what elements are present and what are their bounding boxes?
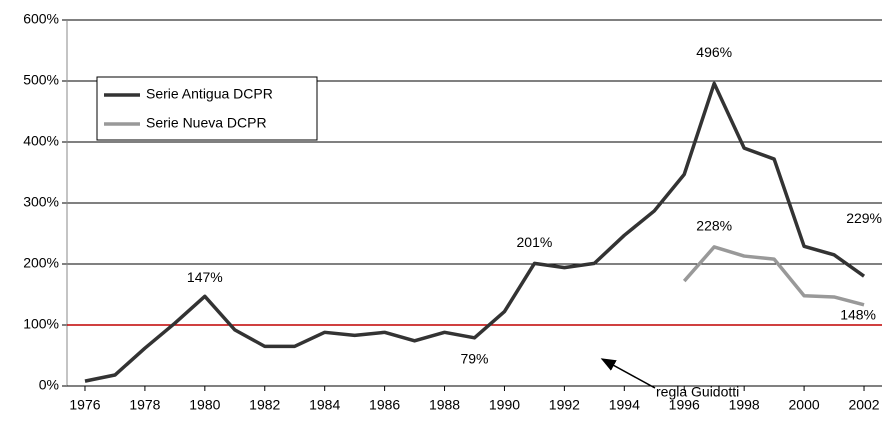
series-line [682,245,865,307]
x-tick-label: 1978 [129,397,160,413]
x-tick-label: 1996 [669,397,700,413]
y-tick-label: 500% [23,72,59,88]
data-label: 496% [696,44,732,60]
x-tick-label: 1988 [429,397,460,413]
x-tick-label: 1992 [549,397,580,413]
x-tick-label: 2000 [789,397,820,413]
annotation-arrow [600,358,656,389]
data-label: 147% [187,269,223,285]
x-tick-label: 1990 [489,397,520,413]
data-label: 79% [460,351,488,367]
x-tick-label: 1976 [69,397,100,413]
legend-label: Serie Nueva DCPR [146,115,267,131]
y-tick-label: 600% [23,11,59,27]
y-tick-label: 100% [23,316,59,332]
y-tick-label: 200% [23,255,59,271]
x-tick-label: 1986 [369,397,400,413]
data-label: 229% [846,210,882,226]
legend-box [96,76,318,141]
y-tick-label: 400% [23,133,59,149]
y-tick-label: 300% [23,194,59,210]
x-tick-label: 1982 [249,397,280,413]
series-line [84,81,866,383]
x-tick-label: 1998 [729,397,760,413]
legend-label: Serie Antigua DCPR [146,86,273,102]
x-tick-label: 2002 [848,397,879,413]
reference-label: regla Guidotti [656,384,739,400]
data-label: 148% [840,306,876,322]
data-label: 228% [696,218,732,234]
x-tick-label: 1984 [309,397,340,413]
y-tick-label: 0% [39,377,59,393]
data-label: 201% [517,234,553,250]
x-tick-label: 1994 [609,397,640,413]
x-tick-label: 1980 [189,397,220,413]
